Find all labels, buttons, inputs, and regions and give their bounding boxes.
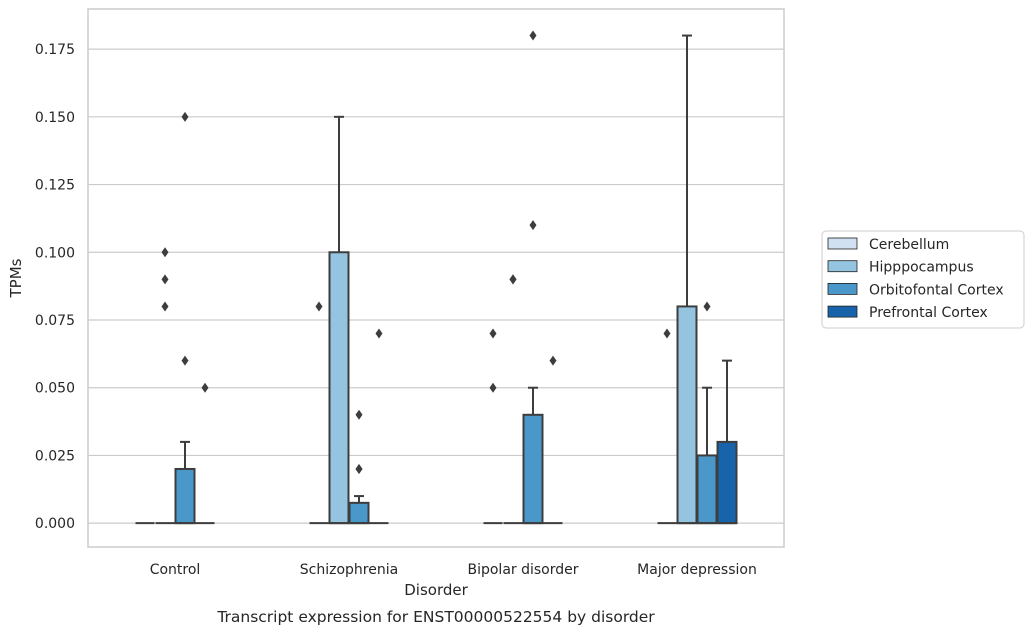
legend-swatch bbox=[827, 237, 858, 250]
legend-label: Prefrontal Cortex bbox=[869, 305, 988, 321]
chart-caption: Transcript expression for ENST0000052255… bbox=[216, 608, 655, 626]
legend-label: Cerebellum bbox=[869, 237, 949, 253]
outlier-point bbox=[315, 301, 323, 312]
x-tick-label: Bipolar disorder bbox=[467, 562, 578, 578]
y-tick-label: 0.125 bbox=[35, 178, 75, 194]
outlier-point bbox=[663, 328, 671, 339]
box bbox=[696, 454, 718, 525]
box-group bbox=[522, 30, 544, 525]
y-tick-label: 0.175 bbox=[35, 42, 75, 58]
box-group bbox=[676, 34, 698, 525]
outlier-point bbox=[489, 382, 497, 393]
box-group bbox=[309, 301, 329, 525]
box-group bbox=[716, 359, 738, 525]
outlier-point bbox=[509, 274, 517, 285]
box-group bbox=[657, 328, 677, 525]
plot-frame bbox=[87, 8, 785, 548]
box bbox=[716, 440, 738, 525]
outlier-point bbox=[161, 247, 169, 258]
box-group bbox=[543, 355, 563, 525]
legend-label: Orbitofontal Cortex bbox=[869, 282, 1004, 298]
outlier-point bbox=[703, 301, 711, 312]
y-tick-label: 0.150 bbox=[35, 110, 75, 126]
legend-swatch bbox=[827, 305, 858, 318]
outlier-point bbox=[355, 463, 363, 474]
legend: Cerebellum Hipppocampus Orbitofontal Corte… bbox=[821, 230, 1025, 329]
box-group bbox=[696, 301, 718, 525]
legend-frame bbox=[821, 230, 1025, 329]
box-group bbox=[348, 409, 370, 525]
outlier-point bbox=[529, 220, 537, 231]
y-axis-label: TPMs bbox=[7, 258, 25, 298]
x-tick-label: Schizophrenia bbox=[300, 562, 398, 578]
x-tick-label: Control bbox=[150, 562, 201, 578]
box bbox=[174, 467, 196, 525]
outlier-point bbox=[181, 111, 189, 122]
y-tick-label: 0.050 bbox=[35, 381, 75, 397]
legend-swatch bbox=[827, 282, 858, 295]
box bbox=[522, 413, 544, 525]
outlier-point bbox=[529, 30, 537, 41]
box-group bbox=[195, 382, 215, 525]
outlier-point bbox=[181, 355, 189, 366]
box-group bbox=[503, 274, 523, 525]
y-tick-label: 0.000 bbox=[35, 516, 75, 532]
outlier-point bbox=[161, 301, 169, 312]
plot-marks bbox=[135, 30, 738, 525]
box-group bbox=[483, 328, 503, 525]
x-axis-label: Disorder bbox=[404, 581, 468, 599]
box bbox=[328, 251, 350, 525]
legend-label: Hipppocampus bbox=[869, 260, 974, 276]
x-axis-ticks: Control Schizophrenia Bipolar disorder Majo… bbox=[150, 562, 757, 578]
box-group bbox=[369, 328, 389, 525]
box-group bbox=[328, 115, 350, 525]
y-tick-label: 0.075 bbox=[35, 313, 75, 329]
box bbox=[676, 305, 698, 525]
y-axis-ticks: 0.000 0.025 0.050 0.075 0.100 0.125 0.150 0.175 bbox=[35, 42, 75, 532]
box-group bbox=[174, 111, 196, 525]
x-tick-label: Major depression bbox=[637, 562, 757, 578]
box-group bbox=[155, 247, 175, 525]
outlier-point bbox=[489, 328, 497, 339]
outlier-point bbox=[549, 355, 557, 366]
box bbox=[348, 501, 370, 525]
legend-swatch bbox=[827, 260, 858, 273]
y-tick-label: 0.100 bbox=[35, 245, 75, 261]
outlier-point bbox=[375, 328, 383, 339]
outlier-point bbox=[161, 274, 169, 285]
outlier-point bbox=[355, 409, 363, 420]
outlier-point bbox=[201, 382, 209, 393]
y-tick-label: 0.025 bbox=[35, 448, 75, 464]
